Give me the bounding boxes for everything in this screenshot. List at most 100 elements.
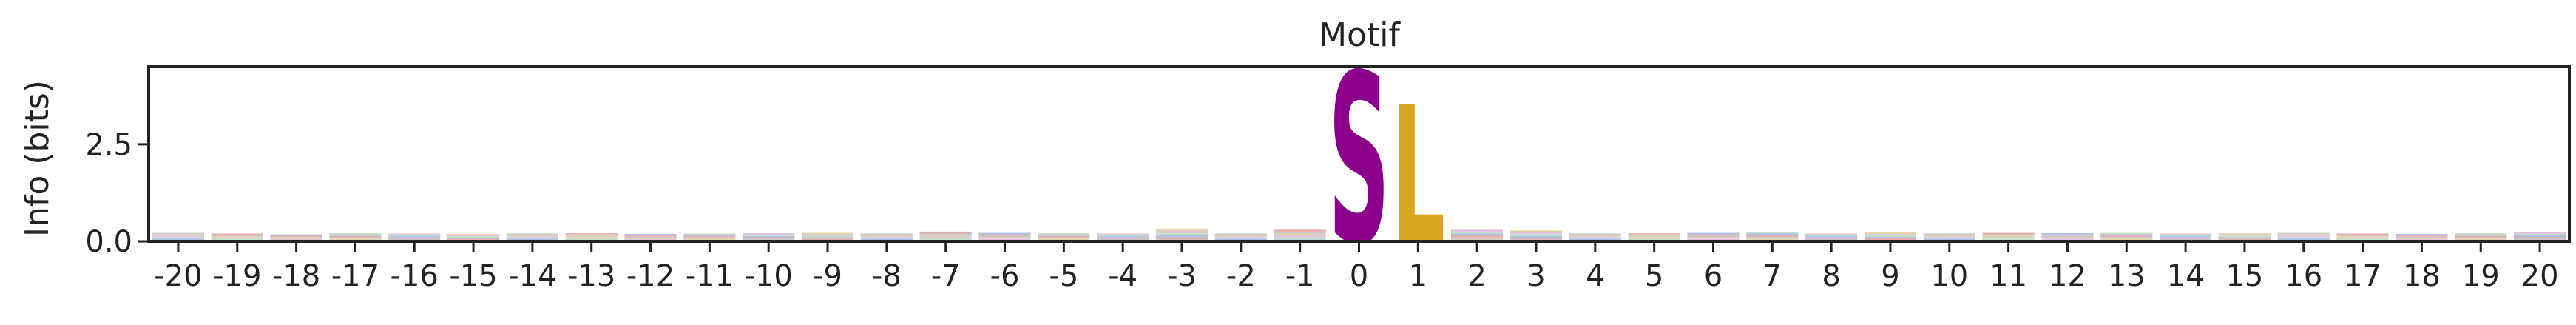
- logo-stack-segment: [447, 238, 500, 239]
- logo-stack-segment: [1982, 238, 2035, 241]
- logo-stack-segment: [683, 237, 736, 239]
- logo-stack-segment: [1097, 237, 1149, 239]
- logo-stack-segment: [506, 236, 558, 238]
- logo-stack-segment: [1097, 233, 1149, 235]
- x-tick-label: 0: [1350, 259, 1368, 293]
- logo-stack-segment: [1805, 235, 1858, 236]
- logo-stack-segment: [1628, 235, 1680, 238]
- x-tick-label: 5: [1645, 259, 1663, 293]
- logo-stack-segment: [2396, 234, 2448, 235]
- x-tick-label: 13: [2108, 259, 2146, 293]
- logo-stack-segment: [2160, 237, 2212, 239]
- logo-stack-segment: [624, 238, 677, 239]
- axes: -20 -19 -18 -17 -16 -15 -14 -13 -12 -11 -10 -9 -8 -7-…: [85, 128, 2558, 293]
- logo-stack-segment: [978, 238, 1031, 241]
- logo-stack-segment: [1569, 237, 1621, 239]
- logo-stack-segment: [329, 238, 382, 241]
- logo-stack-segment: [1864, 233, 1916, 235]
- x-tick-label: -16: [391, 259, 439, 293]
- logo-stack-segment: [2396, 236, 2448, 238]
- logo-stack-segment: [2100, 237, 2153, 239]
- logo-stack-segment: [801, 234, 854, 236]
- logo-stack-segment: [2455, 233, 2507, 235]
- logo-stack-segment: [1569, 236, 1621, 238]
- logo-stack-segment: [683, 233, 736, 235]
- logo-stack-segment: [1155, 235, 1208, 238]
- logo-stack-segment: [565, 235, 618, 238]
- logo-stack-segment: [1569, 238, 1621, 241]
- logo-stack-segment: [2514, 235, 2566, 237]
- logo-stack-segment: [919, 238, 972, 240]
- logo-stack-segment: [1214, 237, 1267, 239]
- logo-stack-segment: [978, 235, 1031, 238]
- logo-stack-segment: [1097, 238, 1149, 241]
- logo-stack-segment: [2396, 235, 2448, 237]
- logo-stack-segment: [1155, 229, 1208, 231]
- logo-stack-segment: [2336, 237, 2389, 239]
- logo-stack-segment: [1155, 232, 1208, 235]
- logo-stack-segment: [211, 235, 263, 236]
- logo-stack-segment: [388, 237, 441, 239]
- logo-stack-segment: [270, 238, 322, 239]
- logo-stack-segment: [329, 233, 382, 235]
- logo-stack-segment: [2396, 238, 2448, 241]
- logo-stack-segment: [2277, 235, 2330, 238]
- logo-stack-segment: [1569, 233, 1621, 235]
- logo-stack-segment: [1274, 235, 1326, 238]
- x-tick-label: 1: [1409, 259, 1427, 293]
- logo-stack-segment: [1628, 238, 1680, 241]
- x-tick-label: -17: [331, 259, 379, 293]
- logo-stack-segment: [1746, 236, 1799, 238]
- logo-stack-segment: [1864, 238, 1916, 240]
- logo-stack-segment: [2514, 233, 2566, 235]
- y-tick-label: 0.0: [85, 225, 132, 259]
- logo-stack-segment: [1746, 233, 1799, 235]
- logo-stack-segment: [1628, 237, 1680, 239]
- logo-stack-segment: [1274, 231, 1326, 234]
- logo-stack-segment: [1214, 235, 1267, 236]
- logo-stack-segment: [624, 236, 677, 238]
- logo-stack-segment: [447, 235, 500, 237]
- x-tick-label: -15: [449, 259, 497, 293]
- logo-stack-segment: [624, 235, 677, 237]
- logo-letter-l: L: [1390, 66, 1445, 286]
- x-tick-label: -8: [872, 259, 902, 293]
- chart-title: Motif: [1319, 16, 1401, 54]
- x-tick-label: -18: [272, 259, 320, 293]
- logo-stack-segment: [152, 234, 204, 236]
- logo-stack-segment: [565, 237, 618, 239]
- logo-stack-segment: [978, 232, 1031, 235]
- logo-stack-segment: [1451, 237, 1504, 240]
- x-tick-label: -11: [686, 259, 734, 293]
- x-tick-label: 11: [1990, 259, 2027, 293]
- logo-stack-segment: [801, 235, 854, 238]
- logo-stack-segment: [2396, 238, 2448, 239]
- logo-stack-segment: [1746, 235, 1799, 237]
- logo-stack-segment: [743, 234, 795, 236]
- logo-stack-segment: [1982, 232, 2035, 235]
- x-tick-label: -4: [1108, 259, 1137, 293]
- logo-stack-segment: [683, 235, 736, 236]
- logo-stack-segment: [1274, 229, 1326, 232]
- logo-stack-segment: [388, 235, 441, 236]
- logo-stack-segment: [2455, 234, 2507, 236]
- logo-stack-segment: [1687, 238, 1740, 241]
- logo-stack-segment: [2455, 235, 2507, 238]
- logo-stack-segment: [1923, 238, 1975, 241]
- logo-stack-segment: [1451, 229, 1504, 232]
- x-tick-label: 3: [1527, 259, 1545, 293]
- logo-stack-segment: [2277, 237, 2330, 239]
- logo-stack-segment: [2277, 238, 2330, 241]
- logo-stack-segment: [683, 236, 736, 238]
- logo-stack-segment: [2514, 237, 2566, 238]
- logo-stack-segment: [1510, 230, 1563, 232]
- logo-stack-segment: [1510, 234, 1563, 236]
- logo-stack-segment: [2218, 235, 2271, 238]
- logo-stack-segment: [447, 234, 500, 235]
- logo-stack-segment: [1214, 238, 1267, 241]
- logo-stack-segment: [1864, 232, 1916, 234]
- logo-stack-segment: [683, 238, 736, 241]
- logo-stack-segment: [2218, 237, 2271, 239]
- x-tick-label: 4: [1586, 259, 1604, 293]
- logo-stack-segment: [1805, 236, 1858, 238]
